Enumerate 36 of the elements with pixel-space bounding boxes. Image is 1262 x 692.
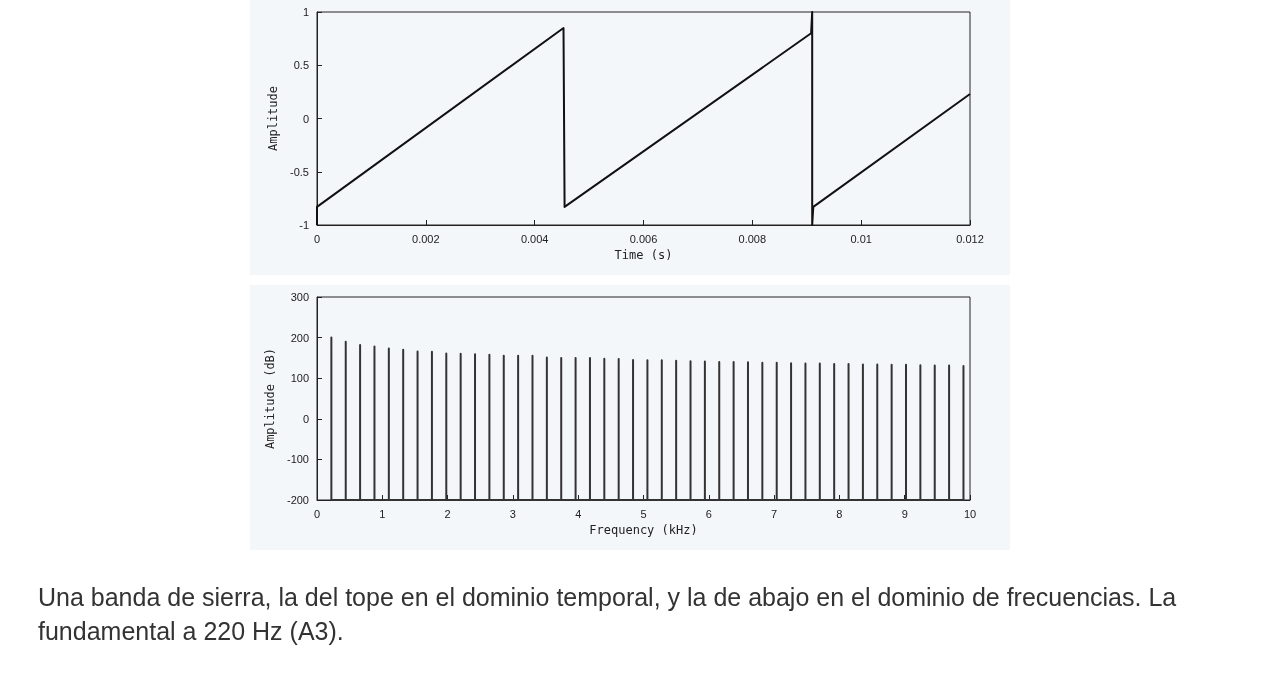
y-tick-label: 0 <box>302 412 309 425</box>
y-tick-label: 100 <box>290 372 309 385</box>
x-tick-label: 4 <box>575 507 582 520</box>
y-axis-title: Amplitude (dB) <box>263 347 278 450</box>
x-tick-label: 0 <box>313 507 321 520</box>
x-tick-label: 8 <box>836 507 843 520</box>
x-axis-title: Frequency (kHz) <box>589 522 698 537</box>
x-tick-label: 0.012 <box>956 232 984 245</box>
x-tick-label: 5 <box>640 507 647 520</box>
y-tick-label: -1 <box>299 219 309 231</box>
y-tick-label: -100 <box>286 453 309 466</box>
y-tick-label: 0.5 <box>293 59 309 72</box>
line-series <box>316 11 971 226</box>
x-tick-label: 2 <box>444 507 451 520</box>
x-tick-label: 9 <box>901 507 908 520</box>
x-tick-label: 3 <box>509 507 516 520</box>
x-tick-label: 0.002 <box>412 232 440 245</box>
x-tick-label: 0 <box>313 232 321 245</box>
text: Una banda de sierra, la del tope en el dominio temporal, y la de abajo en el dominio de frecuencias. La fundamental a 220 Hz (A3). <box>38 582 1178 647</box>
x-tick-label: 7 <box>771 507 778 520</box>
y-tick-label: 300 <box>290 291 309 303</box>
x-tick-label: 10 <box>963 507 977 520</box>
line-series <box>330 336 965 501</box>
x-tick-label: 6 <box>705 507 712 520</box>
x-tick-label: 0.004 <box>520 232 549 245</box>
x-tick-label: 0.006 <box>629 232 658 245</box>
y-tick-label: -200 <box>286 494 309 506</box>
x-tick-label: 1 <box>379 507 386 520</box>
y-tick-label: 200 <box>290 331 309 344</box>
x-tick-label: 0.008 <box>738 232 767 245</box>
y-tick-label: -0.5 <box>290 165 309 178</box>
y-axis-title: Amplitude <box>266 85 280 152</box>
x-axis-title: Time (s) <box>614 247 673 262</box>
y-tick-label: 0 <box>302 112 309 125</box>
y-tick-label: 1 <box>302 6 309 18</box>
x-tick-label: 0.01 <box>850 232 872 245</box>
